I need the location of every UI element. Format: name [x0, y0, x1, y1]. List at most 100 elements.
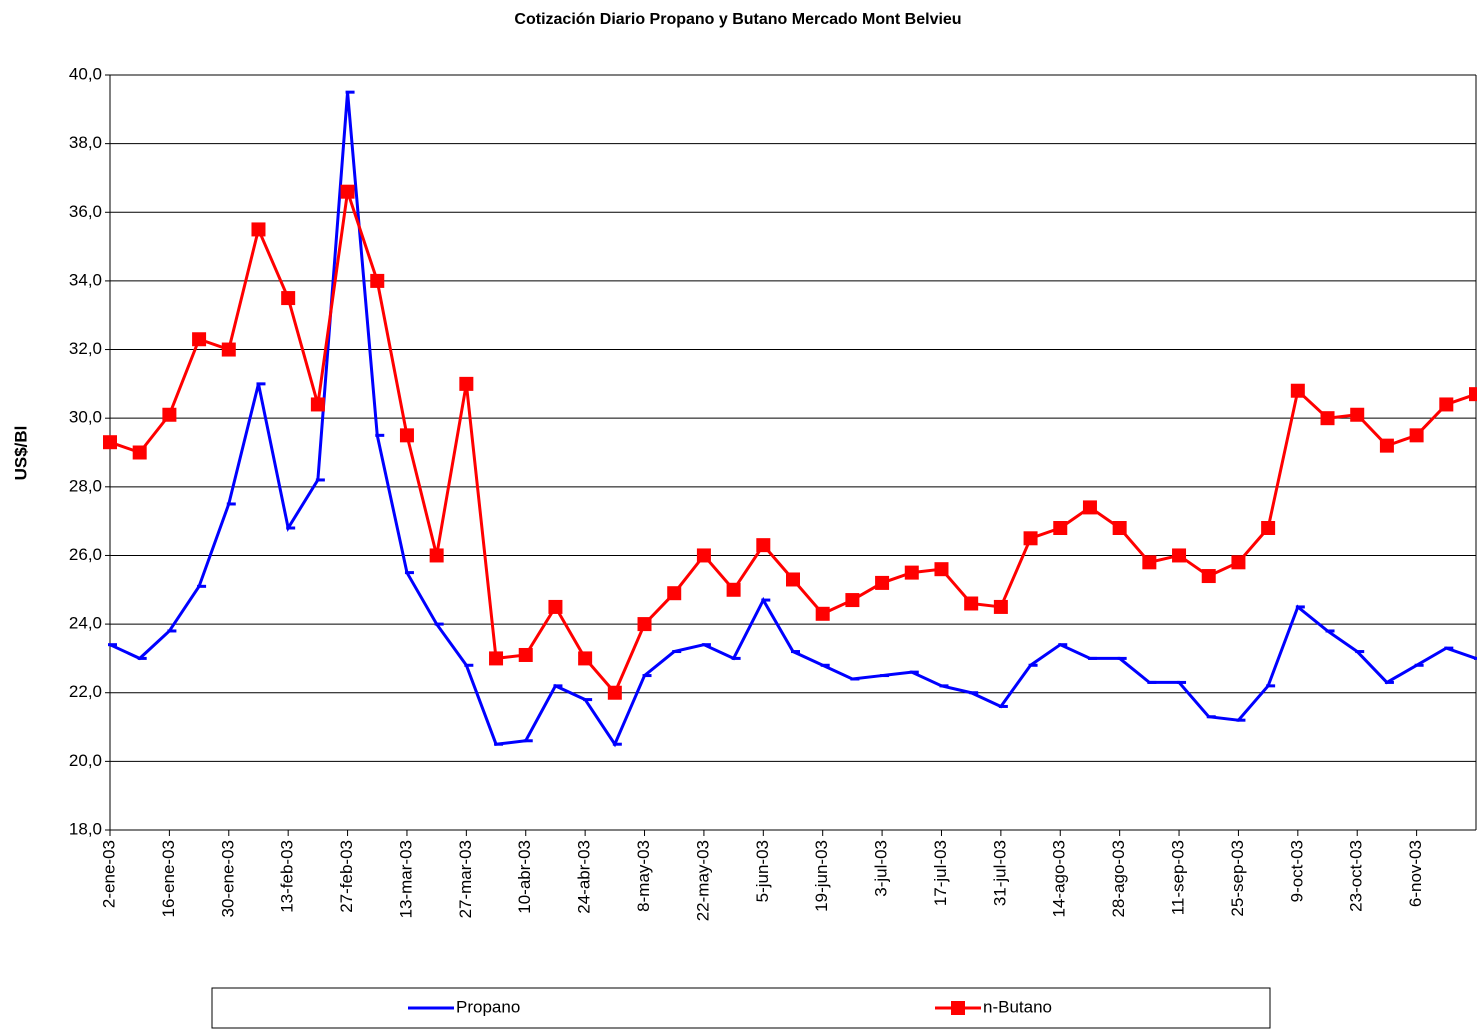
x-tick-label: 31-jul-03: [990, 840, 1009, 906]
y-tick-label: 26,0: [69, 545, 102, 564]
x-tick-label: 8-may-03: [634, 840, 653, 912]
marker: [875, 575, 890, 590]
y-tick-label: 20,0: [69, 751, 102, 770]
marker: [964, 596, 979, 611]
marker: [1201, 569, 1216, 584]
marker: [850, 677, 860, 681]
marker: [1142, 555, 1157, 570]
x-tick-label: 5-jun-03: [753, 840, 772, 902]
marker: [494, 742, 504, 746]
x-tick-label: 23-oct-03: [1347, 840, 1366, 912]
x-tick-label: 24-abr-03: [575, 840, 594, 914]
marker: [132, 445, 147, 460]
x-tick-label: 19-jun-03: [812, 840, 831, 912]
marker: [1409, 428, 1424, 443]
x-tick-label: 3-jul-03: [872, 840, 891, 897]
x-tick-label: 16-ene-03: [159, 840, 178, 918]
marker: [310, 397, 325, 412]
marker: [1384, 680, 1394, 684]
marker: [370, 273, 385, 288]
marker: [726, 582, 741, 597]
marker: [993, 599, 1008, 614]
marker: [548, 599, 563, 614]
marker: [998, 704, 1008, 708]
marker: [1058, 643, 1068, 647]
marker: [251, 222, 266, 237]
marker: [845, 593, 860, 608]
marker: [1261, 521, 1276, 535]
x-tick-label: 6-nov-03: [1406, 840, 1425, 907]
marker: [1117, 656, 1127, 660]
marker: [1082, 500, 1097, 515]
marker: [1320, 411, 1335, 426]
x-tick-label: 27-mar-03: [456, 840, 475, 918]
marker: [696, 548, 711, 563]
x-tick-label: 2-ene-03: [99, 840, 118, 908]
y-tick-label: 22,0: [69, 682, 102, 701]
marker: [518, 647, 533, 662]
marker: [340, 184, 355, 199]
marker: [108, 643, 117, 647]
marker: [1290, 383, 1305, 398]
y-tick-label: 34,0: [69, 270, 102, 289]
marker: [103, 435, 117, 450]
marker: [1231, 555, 1246, 570]
y-tick-label: 18,0: [69, 819, 102, 838]
marker: [1177, 680, 1187, 684]
marker: [1325, 629, 1335, 633]
y-tick-label: 32,0: [69, 339, 102, 358]
x-tick-label: 13-feb-03: [278, 840, 297, 913]
marker: [1053, 521, 1068, 535]
y-tick-label: 40,0: [69, 64, 102, 83]
marker: [256, 382, 266, 386]
marker: [578, 651, 593, 666]
marker: [375, 433, 385, 437]
marker: [583, 698, 593, 702]
series-line: [109, 191, 1477, 696]
marker: [1355, 650, 1365, 654]
marker: [939, 684, 949, 688]
marker: [1379, 438, 1394, 453]
y-tick-label: 38,0: [69, 133, 102, 152]
marker: [969, 691, 979, 695]
marker: [1350, 407, 1365, 422]
marker: [404, 571, 414, 575]
marker: [429, 548, 444, 563]
x-tick-label: 28-ago-03: [1109, 840, 1128, 918]
y-tick-label: 24,0: [69, 614, 102, 633]
marker: [226, 502, 236, 506]
marker: [1414, 663, 1424, 667]
marker: [880, 674, 890, 678]
x-tick-label: 27-feb-03: [337, 840, 356, 913]
marker: [607, 685, 622, 700]
marker: [761, 598, 771, 602]
marker: [489, 651, 504, 666]
marker: [1087, 656, 1097, 660]
marker: [399, 428, 414, 443]
marker: [1172, 548, 1187, 563]
marker: [162, 407, 177, 422]
marker: [315, 478, 325, 482]
marker: [553, 684, 563, 688]
chart-title: Cotización Diario Propano y Butano Merca…: [514, 11, 961, 28]
marker: [192, 332, 207, 347]
marker: [612, 742, 622, 746]
marker: [221, 342, 236, 357]
marker: [1444, 646, 1454, 650]
marker: [1028, 663, 1038, 667]
marker: [904, 565, 919, 580]
x-tick-label: 11-sep-03: [1169, 840, 1188, 915]
marker: [637, 617, 652, 632]
x-tick-label: 17-jul-03: [931, 840, 950, 906]
marker: [815, 606, 830, 621]
marker: [791, 650, 800, 654]
marker: [459, 376, 474, 391]
marker: [1266, 684, 1276, 688]
marker: [286, 526, 296, 530]
marker: [1236, 718, 1246, 722]
x-tick-label: 14-ago-03: [1050, 840, 1069, 918]
marker: [197, 584, 207, 588]
x-tick-label: 30-ene-03: [218, 840, 237, 918]
legend-label: n-Butano: [983, 997, 1052, 1016]
marker: [672, 650, 682, 654]
